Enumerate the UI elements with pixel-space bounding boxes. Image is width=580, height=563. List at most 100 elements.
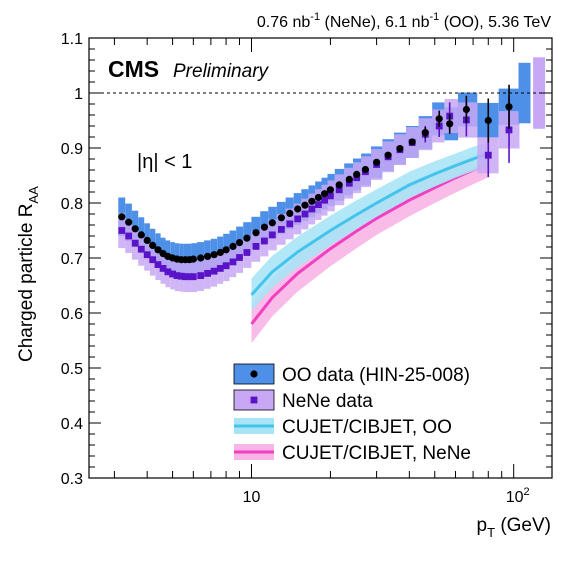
y-tick-label: 0.5 [61,361,83,378]
y-tick-label: 0.9 [61,141,83,158]
top-label-sys1: (NeNe), 6.1 nb [320,14,429,31]
oo-point [277,214,285,222]
oo-point [301,201,309,209]
oo-point [260,223,268,231]
oo-point [353,170,361,178]
oo-point [286,209,294,217]
legend-label-cujet_oo: CUJET/CIBJET, OO [282,417,452,438]
nene-point [131,239,139,247]
preliminary-label: Preliminary [173,61,270,82]
nene-point [345,179,353,187]
legend-label-oo: OO data (HIN-25-008) [282,365,470,386]
oo-point [345,175,353,183]
nene-point [222,262,230,270]
y-tick-label: 0.4 [61,416,83,433]
oo-point [125,218,133,226]
y-tick-label: 0.8 [61,196,83,213]
y-tick-label: 1.1 [61,31,83,48]
oo-point [308,197,316,205]
oo-point [294,205,302,213]
nene-point [335,186,343,194]
nene-point [169,270,176,278]
nene-point [186,273,193,281]
oo-norm-box [518,62,531,124]
oo-point [197,254,205,262]
y-tick-label: 0.3 [61,471,83,488]
oo-point [235,239,244,247]
top-label-lumi1: 0.76 nb [257,14,310,31]
top-label-lumi2-sup: -1 [429,11,439,23]
nene-point [118,227,126,234]
cms-label: CMS [108,56,159,82]
nene-point [182,273,189,281]
nene-point [505,126,513,134]
axes: 0.3 0.4 0.5 0.6 0.7 0.8 0.9 1 1.1 10 102 [61,31,552,506]
y-tick-label: 1 [74,86,83,103]
nene-point [189,273,197,281]
y-tick-label: 0.7 [61,251,83,268]
x-axis-title-sub: T [487,525,495,540]
oo-point [462,105,470,114]
nene-point [164,268,172,276]
nene-point [301,210,309,218]
nene-point [204,270,211,277]
oo-point [435,115,443,123]
y-axis-title-main: Charged particle R [16,204,37,362]
nene-point [268,231,276,239]
nene-point [484,151,492,159]
top-label-sys2: (OO), 5.36 TeV [439,14,551,31]
nene-point [327,192,334,200]
cujet_oo-line [250,152,489,296]
nene-point [243,249,251,256]
x-tick-label: 10 [243,489,261,506]
oo-point [243,234,251,242]
nene-point [308,205,316,213]
oo-point [252,229,260,237]
eta-label: |η| < 1 [137,151,192,173]
y-tick-label: 0.6 [61,306,83,323]
nene-point [197,272,205,279]
cujet_oo-band [251,142,489,312]
nene-point [236,254,243,261]
oo-point [361,165,369,174]
oo-point [131,225,139,233]
oo-point [335,181,343,189]
nene-point [125,232,133,240]
oo-point [268,219,276,227]
nene-point [229,258,237,266]
legend-marker-oo [250,370,258,378]
top-label-lumi1-sup: -1 [310,11,320,23]
nene-point [315,201,322,208]
oo-point [204,252,212,260]
legend-label-nene: NeNe data [282,391,373,412]
oo-point [408,138,416,146]
oo-point [446,120,454,128]
oo-point [222,246,230,254]
nene-point [143,251,151,259]
oo-point [484,116,492,125]
oo-point [421,129,429,137]
oo-point [505,103,513,111]
oo-point [137,231,145,239]
plot-area [89,57,552,344]
legend: OO data (HIN-25-008) NeNe data CUJET/CIBJE… [233,363,471,464]
nene-point [278,226,285,233]
oo-point [149,241,157,249]
nene-point [137,245,145,253]
oo-point [189,255,197,263]
nene-point [159,265,167,272]
y-axis-title: Charged particle RAA [16,186,41,362]
oo-point [321,190,329,198]
legend-marker-nene [250,396,258,404]
oo-point [396,145,404,153]
nene-point [154,261,162,268]
nene-point [149,256,157,264]
nene-point [261,237,268,245]
oo-point [118,213,126,221]
x-tick-label: 102 [506,486,530,506]
legend-label-cujet_nene: CUJET/CIBJET, NeNe [282,443,471,464]
y-axis-title-sub: AA [26,186,41,204]
nene-point [252,243,260,250]
x-axis-title: pT (GeV) [477,515,551,540]
